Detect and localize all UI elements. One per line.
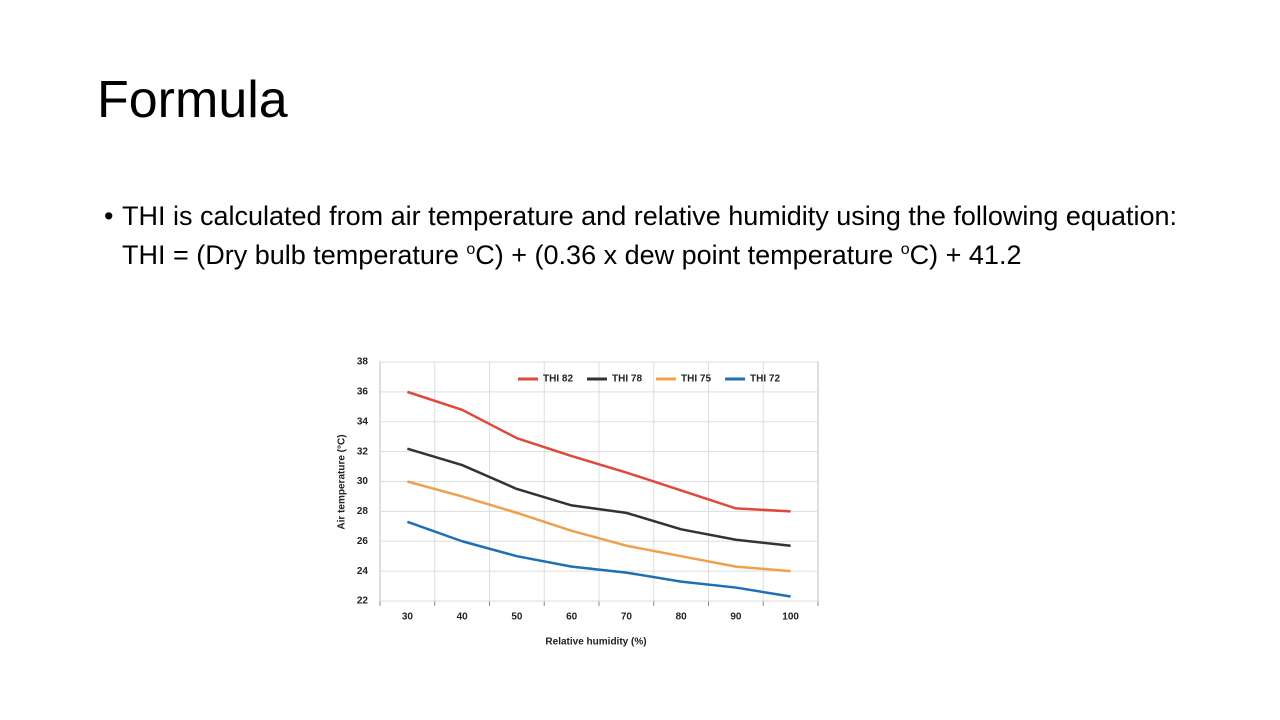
superscript: o — [900, 241, 910, 258]
y-tick-label: 38 — [357, 357, 369, 368]
y-tick-label: 28 — [357, 506, 369, 517]
legend-label: THI 75 — [681, 374, 711, 385]
bullet: • THI is calculated from air temperature… — [104, 197, 1184, 275]
text: THI is calculated from air temperature a… — [122, 201, 1178, 231]
y-tick-label: 32 — [357, 446, 369, 457]
series-line — [407, 480, 791, 573]
x-tick-label: 100 — [782, 612, 799, 623]
y-tick-label: 30 — [357, 476, 369, 487]
text: THI = (Dry bulb temperature — [122, 240, 467, 270]
x-tick-label: 60 — [566, 612, 578, 623]
y-tick-label: 36 — [357, 387, 369, 398]
y-tick-label: 34 — [357, 416, 369, 427]
bullet-text: THI is calculated from air temperature a… — [122, 197, 1184, 275]
y-tick-label: 24 — [357, 566, 369, 577]
bullet-dot: • — [104, 201, 114, 231]
text: C) + (0.36 x dew point temperature — [475, 240, 901, 270]
series-line — [406, 520, 791, 598]
legend-label: THI 82 — [543, 374, 573, 385]
legend-label: THI 78 — [612, 374, 642, 385]
x-tick-label: 70 — [621, 612, 633, 623]
slide-title: Formula — [97, 71, 288, 129]
y-tick-label: 26 — [357, 536, 369, 547]
x-tick-label: 50 — [511, 612, 523, 623]
legend-label: THI 72 — [750, 374, 780, 385]
y-tick-label: 22 — [357, 596, 369, 607]
x-tick-label: 30 — [402, 612, 414, 623]
x-tick-label: 90 — [730, 612, 742, 623]
text: C) + 41.2 — [909, 240, 1022, 270]
x-tick-label: 80 — [676, 612, 688, 623]
x-axis-title: Relative humidity (%) — [545, 637, 646, 648]
series-line — [407, 447, 791, 547]
x-tick-label: 40 — [457, 612, 469, 623]
y-axis-title: Air temperature (°C) — [337, 434, 348, 529]
superscript: o — [466, 241, 476, 258]
series-line — [406, 390, 791, 513]
